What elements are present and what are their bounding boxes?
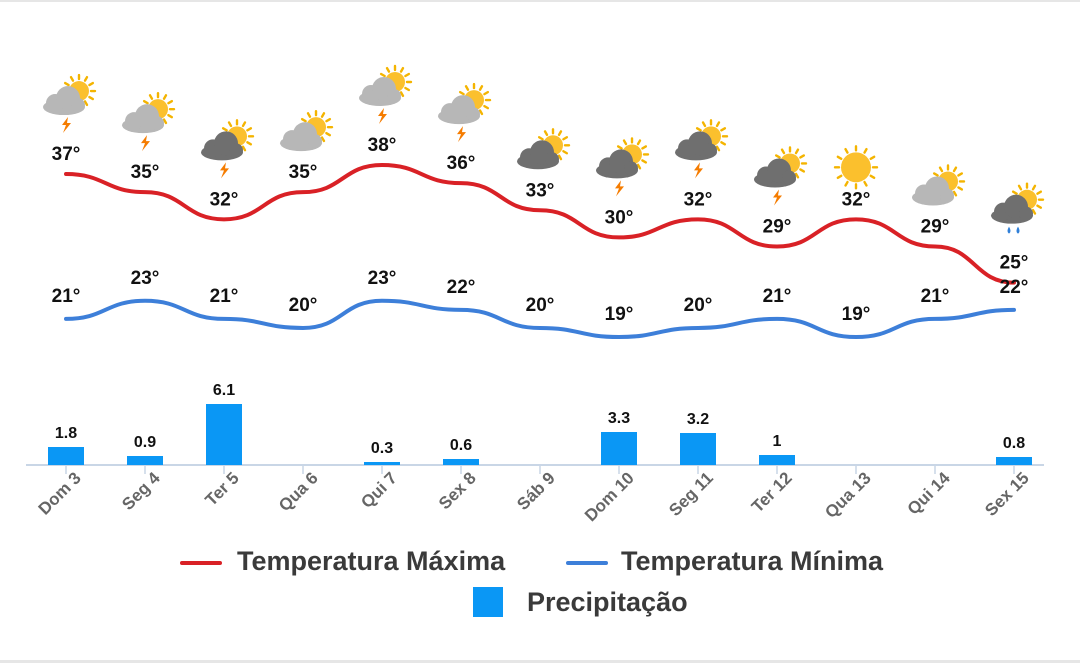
sun-cloud-thunder-icon	[201, 119, 255, 179]
max-temp-label: 29°	[763, 216, 792, 237]
precip-bar	[127, 456, 163, 465]
x-tick-label: Qui 14	[904, 468, 955, 519]
precip-label: 0.9	[134, 434, 156, 451]
max-temp-label: 25°	[1000, 253, 1029, 274]
series-line-min	[64, 298, 1016, 340]
precip-label: 6.1	[213, 382, 235, 399]
precip-bar	[996, 457, 1032, 465]
precip-bar	[443, 459, 479, 465]
precip-label: 1.8	[55, 425, 77, 442]
max-temp-label: 32°	[210, 189, 239, 210]
min-temp-label: 22°	[1000, 277, 1029, 298]
precip-bar	[759, 455, 795, 465]
legend-row-temperatures: Temperatura Máxima Temperatura Mínima	[0, 542, 1080, 582]
precip-bar	[364, 462, 400, 465]
x-tick-label: Sex 8	[435, 468, 480, 513]
legend-label-min: Temperatura Mínima	[621, 546, 884, 576]
x-tick-label: Ter 5	[202, 468, 243, 509]
max-temp-label: 30°	[605, 207, 634, 228]
sun-cloud-thunder-icon	[675, 119, 729, 179]
precip-label: 1	[773, 433, 782, 450]
precip-bar	[48, 447, 84, 465]
max-temp-label: 38°	[368, 135, 397, 156]
sun-cloud-icon	[912, 164, 966, 206]
min-temp-label: 21°	[210, 286, 239, 307]
sun-cloud-thunder-icon	[596, 137, 650, 197]
x-tick-label: Dom 3	[35, 468, 85, 518]
x-tick-label: Qua 13	[821, 468, 875, 522]
sun-cloud-icon	[280, 109, 334, 152]
sun-cloud-thunder-icon	[359, 64, 413, 124]
x-tick-label: Dom 10	[581, 468, 638, 525]
legend-swatch-min	[566, 561, 608, 565]
legend-label-precip: Precipitação	[527, 587, 688, 617]
max-temp-label: 32°	[842, 189, 871, 210]
precip-bar	[680, 433, 716, 465]
sun-cloud-icon	[517, 128, 571, 170]
precip-bar	[206, 404, 242, 465]
sun-cloud-rain-icon	[991, 182, 1045, 234]
max-temp-label: 35°	[289, 162, 318, 183]
min-temp-label: 23°	[131, 268, 160, 289]
precip-bar	[601, 432, 637, 465]
precip-label: 0.6	[450, 437, 472, 454]
x-tick-label: Ter 12	[748, 468, 796, 516]
min-temp-label: 20°	[526, 295, 555, 316]
x-tick-label: Sáb 9	[513, 468, 559, 514]
legend-row-precip: Precipitação	[0, 583, 1080, 623]
sun-cloud-thunder-icon	[122, 91, 176, 152]
legend-swatch-max	[180, 561, 222, 565]
legend-label-max: Temperatura Máxima	[237, 546, 506, 576]
sun-icon	[833, 145, 879, 190]
legend-swatch-precip	[473, 587, 503, 617]
max-temp-label: 37°	[52, 144, 81, 165]
min-temp-label: 19°	[842, 304, 871, 325]
precip-label: 3.2	[687, 411, 709, 428]
min-temp-label: 20°	[684, 295, 713, 316]
max-temp-label: 35°	[131, 162, 160, 183]
precip-label: 0.3	[371, 440, 393, 457]
max-temp-label: 33°	[526, 180, 555, 201]
x-tick-label: Qui 7	[357, 468, 400, 511]
x-tick-label: Seg 4	[118, 468, 164, 514]
min-temp-label: 19°	[605, 304, 634, 325]
sun-cloud-thunder-icon	[438, 82, 492, 143]
min-temp-label: 21°	[52, 286, 81, 307]
precip-label: 3.3	[608, 410, 630, 427]
sun-cloud-thunder-icon	[43, 73, 97, 134]
x-tick-label: Seg 11	[665, 468, 717, 520]
min-temp-label: 21°	[921, 286, 950, 307]
min-temp-label: 23°	[368, 268, 397, 289]
min-temp-label: 21°	[763, 286, 792, 307]
series-line-max	[64, 162, 1016, 285]
min-temp-label: 20°	[289, 295, 318, 316]
x-tick-label: Qua 6	[275, 468, 322, 515]
min-temp-label: 22°	[447, 277, 476, 298]
max-temp-label: 29°	[921, 216, 950, 237]
max-temp-label: 36°	[447, 153, 476, 174]
sun-cloud-thunder-icon	[754, 146, 808, 206]
precip-label: 0.8	[1003, 435, 1025, 452]
max-temp-label: 32°	[684, 189, 713, 210]
x-tick-label: Sex 15	[981, 468, 1033, 520]
forecast-chart: 1.8 0.9 6.1 0.3 0.6 3.3 3.2 1 0.8 Dom 3 Seg 4 Ter 5…	[26, 64, 1045, 525]
